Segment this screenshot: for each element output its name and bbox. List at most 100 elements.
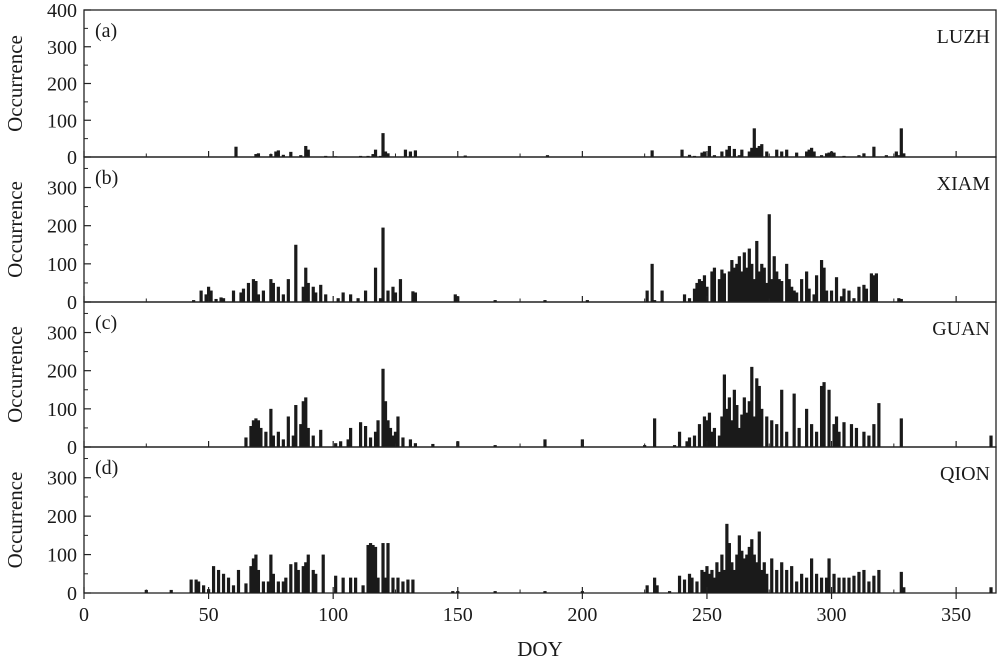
bar: [276, 431, 280, 447]
bar: [306, 149, 310, 157]
y-tick-label: 0: [67, 437, 77, 459]
bar: [373, 267, 378, 302]
y-tick-label: 300: [47, 37, 77, 59]
bar: [752, 279, 756, 302]
bar: [274, 151, 278, 157]
bar: [750, 147, 754, 157]
bar: [897, 155, 901, 157]
bar: [707, 412, 712, 447]
bar: [206, 286, 211, 302]
bar: [371, 544, 375, 593]
bar: [762, 267, 766, 302]
bar: [710, 569, 714, 593]
bar: [805, 151, 809, 157]
bar: [373, 149, 378, 157]
bar: [366, 544, 370, 593]
bar: [707, 145, 712, 157]
bar: [234, 146, 238, 157]
bar: [710, 271, 714, 302]
bar: [772, 256, 776, 302]
bar: [707, 573, 712, 593]
bar: [289, 151, 293, 157]
bar: [291, 435, 295, 447]
bar: [286, 416, 290, 447]
bar: [762, 562, 766, 593]
bar: [672, 445, 677, 447]
bar: [199, 290, 203, 302]
bar: [780, 562, 784, 593]
bar: [349, 577, 353, 593]
bar: [356, 298, 360, 302]
bar: [202, 585, 206, 593]
bar: [785, 569, 789, 593]
bar: [378, 298, 383, 302]
bar: [775, 271, 779, 302]
bar: [304, 267, 308, 302]
bar: [204, 294, 208, 302]
y-tick-label: 0: [67, 292, 77, 314]
bar: [391, 435, 395, 447]
bar: [795, 152, 799, 157]
bar: [847, 577, 851, 593]
bar: [695, 282, 699, 302]
bar: [281, 439, 285, 447]
bar: [294, 562, 298, 593]
bar: [732, 569, 736, 593]
bar: [361, 585, 365, 593]
bar: [349, 427, 353, 447]
bar: [339, 441, 343, 447]
bar: [737, 535, 741, 593]
bar: [750, 539, 754, 593]
bar: [747, 546, 751, 593]
bar: [834, 416, 839, 447]
bar: [401, 581, 405, 593]
bar: [827, 558, 831, 593]
bar: [281, 581, 285, 593]
chart-panels: 0 100 200 300 400 Occurrence (a) LUZH 0 100 200 300…: [3, 0, 997, 605]
bar: [304, 145, 308, 157]
panel-xiam: 0 100 200 300 Occurrence (b) XIAM: [3, 156, 997, 314]
y-tick-label: 300: [47, 323, 77, 345]
bar: [730, 260, 734, 302]
bar: [852, 575, 856, 593]
bar: [834, 277, 839, 302]
x-tick-label: 150: [443, 604, 473, 626]
y-tick-label: 0: [67, 147, 77, 169]
bar: [727, 145, 731, 157]
bar: [824, 577, 829, 593]
bar: [645, 585, 649, 593]
bar: [383, 577, 388, 593]
bar: [314, 573, 318, 593]
bar: [792, 290, 796, 302]
bar: [757, 531, 761, 593]
bar: [276, 286, 280, 302]
bar: [677, 575, 682, 593]
bar: [700, 152, 704, 157]
bar: [682, 294, 687, 302]
bar: [722, 273, 726, 302]
bar: [732, 148, 736, 157]
bar: [757, 145, 761, 157]
bar: [411, 291, 415, 302]
bar: [745, 412, 749, 447]
station-label: XIAM: [937, 173, 991, 195]
bar: [897, 298, 901, 302]
bar: [261, 581, 266, 593]
bar: [408, 439, 413, 447]
bar: [755, 378, 759, 447]
bar: [354, 577, 358, 593]
bar: [393, 292, 398, 302]
bar: [730, 420, 734, 447]
bar: [256, 153, 261, 157]
bar: [373, 546, 378, 593]
bar: [246, 282, 251, 302]
bar: [737, 427, 741, 447]
bar: [832, 152, 836, 157]
bar: [747, 151, 751, 157]
bar: [334, 575, 338, 593]
bar: [383, 151, 388, 157]
bar: [311, 435, 315, 447]
bar: [742, 397, 746, 447]
bar: [301, 401, 305, 447]
bar: [717, 571, 722, 593]
